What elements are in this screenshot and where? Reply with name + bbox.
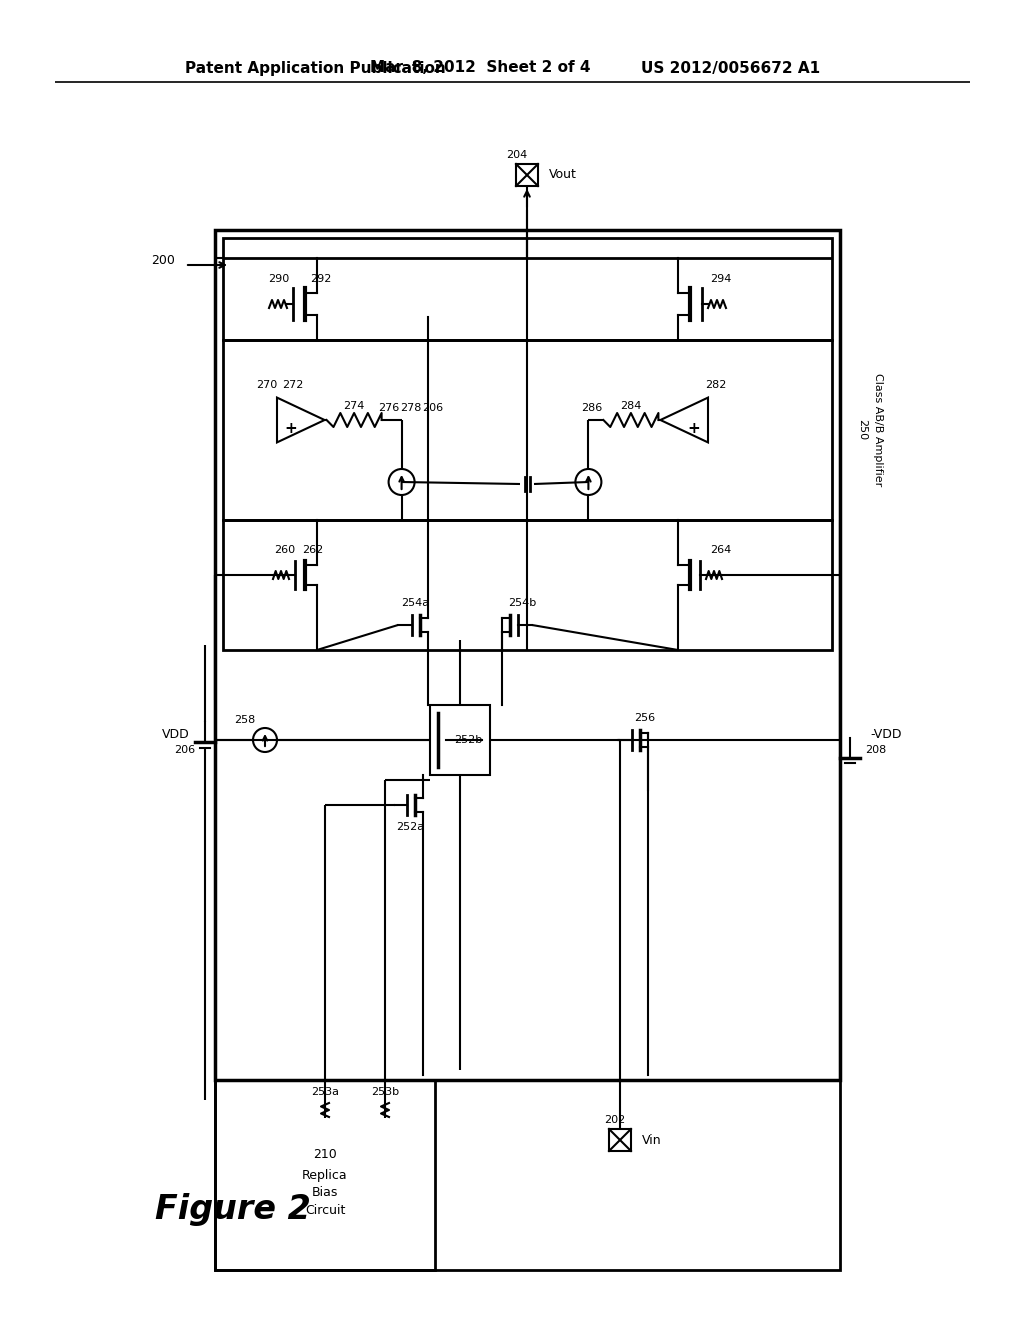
Text: 210: 210 <box>313 1148 337 1162</box>
Text: Replica: Replica <box>302 1168 348 1181</box>
Text: 253a: 253a <box>311 1086 339 1097</box>
Text: 258: 258 <box>234 715 256 725</box>
Text: Vout: Vout <box>549 169 577 181</box>
Text: 290: 290 <box>268 275 290 284</box>
Text: Class AB/B Amplifier: Class AB/B Amplifier <box>873 374 883 487</box>
Text: US 2012/0056672 A1: US 2012/0056672 A1 <box>641 61 820 75</box>
Text: VDD: VDD <box>162 729 190 742</box>
Text: 284: 284 <box>621 401 642 411</box>
Bar <box>223 341 831 520</box>
Text: 253b: 253b <box>371 1086 399 1097</box>
Bar <box>609 1129 631 1151</box>
Text: 286: 286 <box>581 403 602 413</box>
Text: 204: 204 <box>507 150 527 160</box>
Text: 208: 208 <box>865 744 886 755</box>
Text: Figure 2: Figure 2 <box>155 1193 311 1226</box>
Text: 252b: 252b <box>454 735 482 744</box>
Text: 206: 206 <box>422 403 443 413</box>
Text: 254b: 254b <box>508 598 537 609</box>
Text: 292: 292 <box>310 275 332 284</box>
Text: 206: 206 <box>174 744 195 755</box>
Text: 202: 202 <box>604 1115 626 1125</box>
Text: 276: 276 <box>378 403 399 413</box>
Text: 264: 264 <box>710 545 731 554</box>
Bar <box>223 520 831 649</box>
Text: 260: 260 <box>274 545 296 554</box>
Bar <box>215 230 840 1080</box>
Text: +: + <box>285 421 297 436</box>
Text: 278: 278 <box>400 403 421 413</box>
Text: 262: 262 <box>302 545 324 554</box>
Text: -VDD: -VDD <box>870 729 901 742</box>
Text: Patent Application Publication: Patent Application Publication <box>185 61 445 75</box>
Text: Vin: Vin <box>642 1134 662 1147</box>
Text: 250: 250 <box>857 420 867 441</box>
Bar <box>430 705 490 775</box>
Text: 274: 274 <box>343 401 365 411</box>
Bar <box>215 1080 435 1270</box>
Text: Mar. 8, 2012  Sheet 2 of 4: Mar. 8, 2012 Sheet 2 of 4 <box>370 61 590 75</box>
Bar <box>516 164 538 186</box>
Text: Bias: Bias <box>312 1187 338 1200</box>
Text: 270: 270 <box>256 380 278 389</box>
Bar <box>223 238 831 341</box>
Text: 294: 294 <box>710 275 731 284</box>
Text: +: + <box>688 421 700 436</box>
Text: 200: 200 <box>152 253 175 267</box>
Text: 252a: 252a <box>396 822 424 832</box>
Text: 256: 256 <box>635 713 655 723</box>
Text: 282: 282 <box>705 380 726 389</box>
Text: 254a: 254a <box>401 598 429 609</box>
Bar <box>215 1080 840 1270</box>
Text: Circuit: Circuit <box>305 1204 345 1217</box>
Text: 272: 272 <box>283 380 304 389</box>
